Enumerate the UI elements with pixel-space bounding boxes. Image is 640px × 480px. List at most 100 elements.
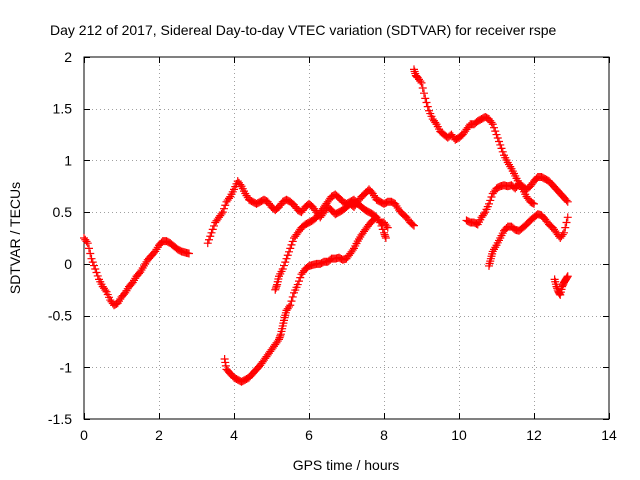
- data-point: [225, 194, 233, 203]
- data-point: [562, 196, 571, 205]
- data-point: [221, 201, 230, 210]
- series-arc-1: [80, 234, 193, 310]
- data-point: [421, 94, 430, 103]
- data-point: [418, 84, 427, 93]
- data-point: [220, 355, 229, 364]
- series-arc-2: [203, 177, 418, 248]
- x-axis-label: GPS time / hours: [293, 457, 400, 473]
- data-point: [273, 337, 282, 346]
- data-point: [272, 282, 281, 291]
- data-point: [101, 286, 110, 295]
- data-point: [561, 223, 570, 232]
- data-point: [381, 234, 390, 242]
- series-arc-8: [550, 272, 572, 299]
- x-tick-label: 14: [601, 427, 617, 443]
- series-arc-7: [485, 210, 572, 270]
- data-point: [380, 230, 389, 239]
- data-point: [280, 261, 288, 270]
- data-point: [287, 297, 296, 306]
- data-point: [82, 237, 91, 246]
- data-point: [408, 220, 417, 229]
- y-tick-labels: -1.5 -1 -0.5 0 0.5 1 1.5 2: [48, 49, 72, 427]
- data-point: [87, 254, 96, 263]
- y-tick-label: 0.5: [53, 204, 73, 220]
- series-arc-6: [462, 172, 572, 229]
- data-point: [497, 144, 506, 153]
- data-point: [486, 196, 495, 205]
- data-point: [410, 221, 418, 230]
- x-tick-label: 12: [526, 427, 542, 443]
- data-points: [80, 65, 572, 386]
- data-point: [275, 335, 283, 344]
- data-point: [380, 228, 388, 237]
- data-point: [487, 192, 496, 201]
- data-point: [555, 289, 564, 298]
- data-point: [221, 358, 230, 367]
- data-point: [203, 239, 212, 248]
- data-point: [528, 199, 537, 208]
- data-point: [283, 251, 292, 260]
- data-point: [278, 265, 287, 274]
- x-tick-label: 6: [305, 427, 313, 443]
- data-point: [205, 235, 213, 244]
- data-point: [206, 232, 215, 241]
- data-point: [285, 302, 293, 311]
- x-tick-label: 8: [380, 427, 388, 443]
- data-point: [293, 280, 302, 289]
- x-tick-label: 4: [230, 427, 238, 443]
- data-point: [496, 140, 505, 149]
- y-tick-label: -0.5: [48, 308, 72, 324]
- data-point: [348, 246, 357, 255]
- y-tick-label: 1: [64, 152, 72, 168]
- data-point: [286, 244, 295, 253]
- data-point: [210, 221, 218, 230]
- data-point: [275, 333, 284, 342]
- data-point: [271, 285, 280, 294]
- data-point: [431, 118, 440, 127]
- x-tick-label: 0: [80, 427, 88, 443]
- data-point: [378, 225, 387, 234]
- x-tick-label: 2: [155, 427, 163, 443]
- data-point: [85, 244, 93, 253]
- data-point: [220, 204, 228, 213]
- axis-ticks: [84, 57, 610, 420]
- data-point: [383, 223, 392, 232]
- series-arc-5: [410, 65, 538, 208]
- data-point: [86, 249, 95, 258]
- data-point: [90, 261, 98, 270]
- data-point: [498, 147, 507, 156]
- data-point: [562, 218, 571, 227]
- data-point: [485, 199, 493, 208]
- data-point: [281, 258, 290, 267]
- data-point: [563, 272, 572, 281]
- series-arc-3: [220, 213, 390, 386]
- data-point: [285, 247, 293, 256]
- data-point: [88, 258, 97, 267]
- y-tick-label: 1.5: [53, 101, 73, 117]
- data-point: [495, 137, 503, 146]
- data-point: [490, 123, 498, 132]
- y-axis-label: SDTVAR / TECUs: [7, 182, 23, 294]
- data-point: [288, 237, 297, 246]
- series-arc-4: [271, 190, 392, 294]
- data-point: [185, 249, 193, 258]
- data-point: [218, 208, 227, 217]
- data-point: [221, 361, 230, 370]
- data-point: [271, 283, 280, 292]
- data-point: [493, 134, 502, 143]
- y-tick-label: -1: [60, 359, 73, 375]
- data-point: [487, 118, 496, 127]
- y-tick-label: 2: [64, 49, 72, 65]
- data-point: [288, 292, 297, 301]
- data-point: [236, 180, 245, 189]
- data-point: [553, 284, 562, 293]
- data-point: [382, 221, 391, 230]
- data-point: [295, 277, 303, 286]
- chart-title: Day 212 of 2017, Sidereal Day-to-day VTE…: [50, 22, 556, 38]
- data-point: [83, 239, 92, 248]
- data-point: [287, 240, 296, 249]
- data-point: [480, 209, 488, 218]
- data-point: [560, 228, 568, 237]
- data-point: [91, 265, 100, 274]
